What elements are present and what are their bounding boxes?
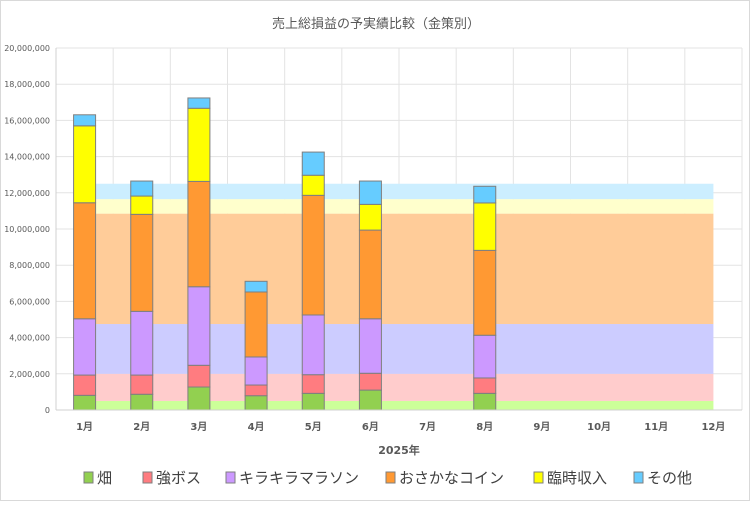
legend-swatch (633, 471, 644, 484)
bar-segment (358, 372, 382, 391)
y-tick-label: 2,000,000 (9, 370, 50, 379)
bar-segment (244, 280, 268, 293)
legend-swatch (385, 471, 396, 484)
x-tick-label: 5月 (305, 421, 322, 433)
budget-area-キラキラマラソン (84, 324, 714, 374)
legend-label: 臨時収入 (547, 469, 607, 487)
bar-segment (358, 389, 382, 411)
legend-label: 強ボス (156, 469, 201, 487)
legend-swatch (83, 471, 94, 484)
bar-segment (358, 203, 382, 231)
y-tick-label: 0 (45, 406, 50, 415)
bar-segment (473, 334, 497, 379)
bar-segment (187, 386, 211, 411)
bar-segment (130, 374, 154, 395)
bar-segment (473, 249, 497, 336)
bar-segment (301, 374, 325, 394)
x-tick-label: 11月 (644, 421, 668, 433)
legend-label: その他 (647, 469, 692, 487)
budget-area-その他 (84, 183, 714, 200)
legend-label: 畑 (97, 469, 112, 487)
bar-segment (473, 392, 497, 411)
budget-area-強ボス (84, 373, 714, 401)
legend-label: キラキラマラソン (239, 469, 359, 487)
y-tick-label: 8,000,000 (9, 261, 50, 270)
x-tick-label: 8月 (476, 421, 493, 433)
bar-segment (130, 310, 154, 376)
legend-swatch (142, 471, 153, 484)
bar-segment (187, 364, 211, 388)
bar-segment (358, 180, 382, 205)
x-tick-label: 7月 (419, 421, 436, 433)
legend-swatch (225, 471, 236, 484)
budget-area-おさかなコイン (84, 213, 714, 325)
legend-label: おさかなコイン (399, 469, 504, 487)
bar-segment (301, 392, 325, 411)
bar-segment (244, 384, 268, 397)
legend-swatch (533, 471, 544, 484)
bar-segment (73, 374, 97, 396)
bar-segment (130, 213, 154, 312)
x-tick-label: 4月 (248, 421, 265, 433)
y-tick-label: 12,000,000 (4, 189, 50, 198)
bar-segment (301, 194, 325, 316)
bar-segment (244, 395, 268, 411)
y-tick-label: 10,000,000 (4, 225, 50, 234)
bar-segment (301, 314, 325, 376)
bar-segment (358, 229, 382, 320)
x-tick-label: 9月 (533, 421, 550, 433)
bar-segment (73, 125, 97, 204)
x-axis-title: 2025年 (378, 443, 420, 457)
x-tick-label: 2月 (133, 421, 150, 433)
y-tick-label: 18,000,000 (4, 80, 50, 89)
budget-area-畑 (84, 400, 714, 410)
y-tick-label: 20,000,000 (4, 44, 50, 53)
bar-segment (73, 394, 97, 411)
bar-segment (187, 180, 211, 288)
bar-segment (187, 286, 211, 366)
bars (73, 97, 497, 411)
bar-segment (358, 318, 382, 374)
y-tick-label: 14,000,000 (4, 153, 50, 162)
x-tick-label: 3月 (190, 421, 207, 433)
y-tick-label: 6,000,000 (9, 297, 50, 306)
y-tick-label: 16,000,000 (4, 116, 50, 125)
bar-segment (130, 393, 154, 411)
bar-segment (187, 97, 211, 109)
y-tick-label: 4,000,000 (9, 334, 50, 343)
bar-segment (73, 114, 97, 127)
bar-segment (301, 174, 325, 196)
bar-segment (473, 377, 497, 394)
bar-segment (130, 195, 154, 215)
legend: 畑 強ボス キラキラマラソン おさかなコイン 臨時収入 その他 (83, 469, 692, 487)
bar-segment (73, 202, 97, 320)
chart-title: 売上総損益の予実績比較（金策別） (272, 16, 480, 32)
x-tick-label: 12月 (701, 421, 725, 433)
x-tick-label: 1月 (76, 421, 93, 433)
bar-segment (301, 151, 325, 176)
bar-segment (244, 291, 268, 358)
x-tick-label: 6月 (362, 421, 379, 433)
bar-segment (244, 356, 268, 386)
bar-segment (187, 107, 211, 182)
budget-areas (84, 183, 714, 410)
x-tick-label: 10月 (587, 421, 611, 433)
bar-segment (473, 185, 497, 204)
bar-segment (73, 318, 97, 376)
axes: 0 2,000,000 4,000,000 6,000,000 8,000,000 10,… (4, 44, 742, 433)
bar-segment (130, 180, 154, 197)
bar-segment (473, 202, 497, 251)
budget-area-臨時収入 (84, 199, 714, 214)
